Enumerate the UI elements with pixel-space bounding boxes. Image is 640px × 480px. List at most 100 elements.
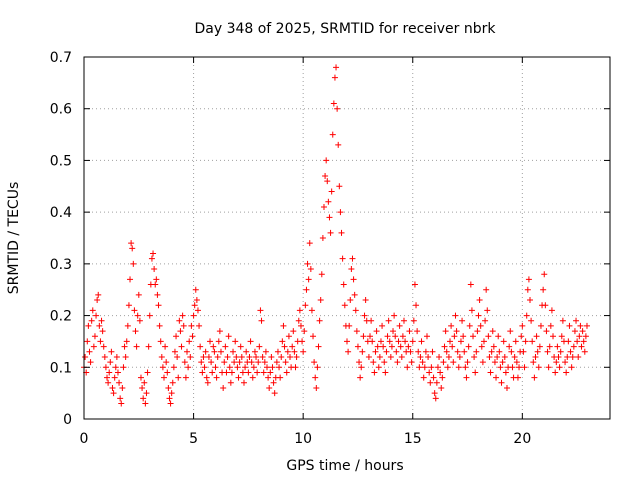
data-point: [110, 390, 117, 397]
x-tick-label: 5: [189, 431, 198, 447]
data-point: [122, 353, 129, 360]
data-point: [207, 338, 214, 345]
data-point: [235, 374, 242, 381]
data-point: [221, 359, 228, 366]
data-point: [120, 364, 127, 371]
data-point: [180, 322, 187, 329]
data-point: [134, 312, 141, 319]
data-point: [325, 198, 332, 205]
data-point: [248, 359, 255, 366]
data-point: [129, 245, 136, 252]
data-point: [247, 338, 254, 345]
data-point: [187, 353, 194, 360]
data-point: [152, 281, 159, 288]
data-point: [99, 328, 106, 335]
data-point: [436, 353, 443, 360]
data-point: [249, 374, 256, 381]
data-point: [374, 343, 381, 350]
data-point: [271, 390, 278, 397]
data-point: [228, 369, 235, 376]
data-point: [267, 369, 274, 376]
data-point: [581, 348, 588, 355]
data-point: [171, 348, 178, 355]
data-point: [511, 353, 518, 360]
data-point: [165, 384, 172, 391]
data-point: [565, 338, 572, 345]
data-point: [293, 353, 300, 360]
data-point: [434, 364, 441, 371]
data-point: [521, 364, 528, 371]
data-point: [477, 322, 484, 329]
data-point: [579, 328, 586, 335]
data-point: [463, 374, 470, 381]
data-point: [233, 353, 240, 360]
data-point: [407, 348, 414, 355]
data-point: [220, 384, 227, 391]
data-point: [466, 322, 473, 329]
data-point: [386, 338, 393, 345]
plot-frame: [83, 56, 611, 420]
data-point: [449, 343, 456, 350]
data-point: [193, 297, 200, 304]
data-point: [408, 359, 415, 366]
data-point: [86, 348, 93, 355]
data-point: [357, 374, 364, 381]
data-point: [302, 302, 309, 309]
data-point: [360, 333, 367, 340]
data-point: [109, 384, 116, 391]
x-tick-label: 20: [513, 431, 531, 447]
data-point: [168, 390, 175, 397]
data-point: [281, 343, 288, 350]
data-point: [283, 369, 290, 376]
data-point: [308, 307, 315, 314]
data-point: [545, 364, 552, 371]
data-point: [144, 369, 151, 376]
data-point: [574, 338, 581, 345]
data-point: [483, 286, 490, 293]
data-point: [562, 359, 569, 366]
data-point: [413, 302, 420, 309]
data-point: [277, 374, 284, 381]
data-point: [418, 338, 425, 345]
data-point: [462, 364, 469, 371]
data-point: [522, 338, 529, 345]
data-point: [132, 328, 139, 335]
data-point: [350, 276, 357, 283]
data-point: [532, 353, 539, 360]
data-point: [304, 260, 311, 267]
data-point: [159, 364, 166, 371]
data-point: [328, 188, 335, 195]
data-point: [208, 359, 215, 366]
data-point: [512, 338, 519, 345]
data-point: [260, 369, 267, 376]
data-point: [89, 307, 96, 314]
data-point: [442, 328, 449, 335]
data-point: [524, 286, 531, 293]
data-point: [550, 333, 557, 340]
data-point: [143, 390, 150, 397]
data-point: [430, 374, 437, 381]
data-point: [491, 359, 498, 366]
data-point: [518, 333, 525, 340]
data-point: [243, 348, 250, 355]
data-point: [261, 359, 268, 366]
data-point: [117, 395, 124, 402]
data-point: [188, 322, 195, 329]
data-point: [310, 333, 317, 340]
data-point: [276, 364, 283, 371]
data-point: [451, 333, 458, 340]
data-point: [135, 291, 142, 298]
data-point: [197, 343, 204, 350]
data-point: [323, 157, 330, 164]
x-axis-label: GPS time / hours: [286, 458, 403, 474]
data-point: [528, 317, 535, 324]
data-point: [437, 369, 444, 376]
data-point: [486, 353, 493, 360]
data-point: [301, 328, 308, 335]
data-point: [232, 338, 239, 345]
data-point: [447, 338, 454, 345]
data-point: [266, 384, 273, 391]
data-point: [224, 353, 231, 360]
data-point: [488, 348, 495, 355]
data-point: [330, 100, 337, 107]
